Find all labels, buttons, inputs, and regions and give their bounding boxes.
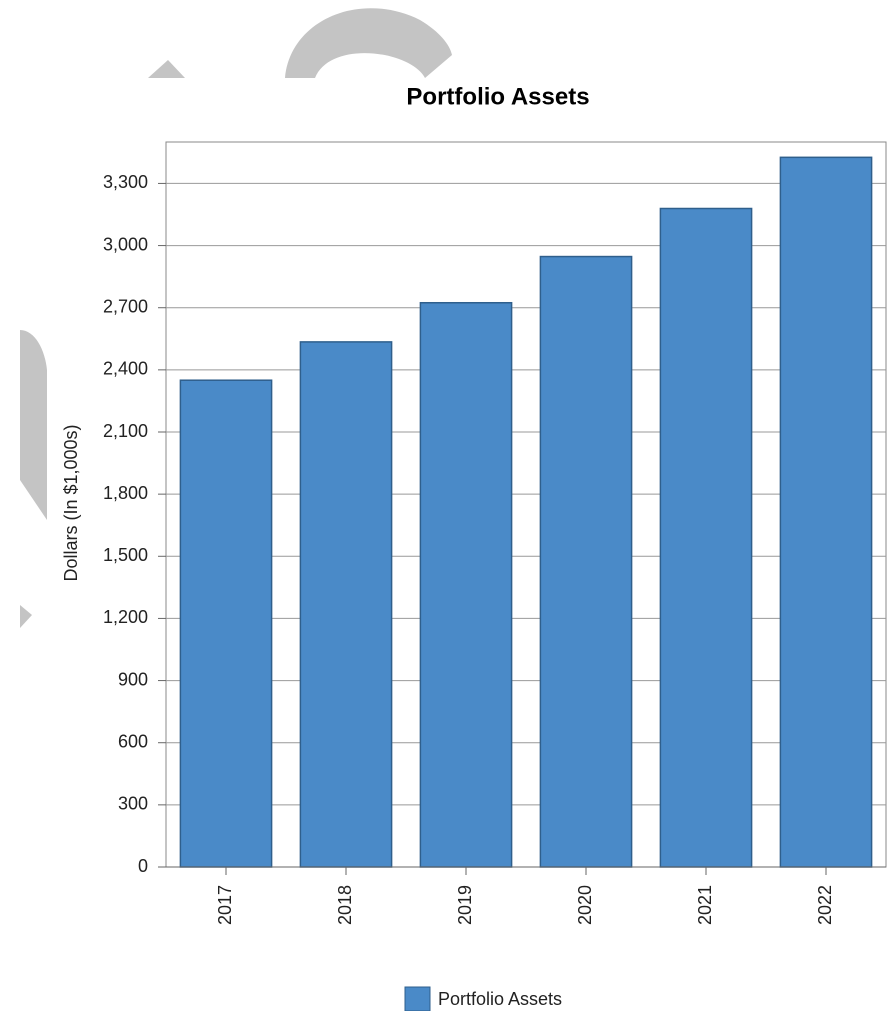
legend-swatch bbox=[404, 986, 431, 1011]
x-tick-label: 2020 bbox=[575, 885, 595, 925]
x-tick-label: 2017 bbox=[215, 885, 235, 925]
y-tick-label: 2,400 bbox=[103, 359, 148, 379]
y-tick-label: 1,800 bbox=[103, 483, 148, 503]
bar bbox=[419, 301, 513, 868]
bar bbox=[779, 156, 873, 868]
chart-title: Portfolio Assets bbox=[406, 83, 589, 110]
y-tick-label: 1,200 bbox=[103, 607, 148, 627]
background-decoration bbox=[20, 8, 452, 628]
bar bbox=[539, 255, 633, 868]
legend-label: Portfolio Assets bbox=[438, 989, 562, 1009]
y-tick-label: 3,300 bbox=[103, 172, 148, 192]
x-tick-label: 2019 bbox=[455, 885, 475, 925]
bar bbox=[299, 341, 393, 868]
y-tick-label: 3,000 bbox=[103, 234, 148, 254]
y-tick-label: 2,100 bbox=[103, 421, 148, 441]
y-tick-label: 2,700 bbox=[103, 296, 148, 316]
bar bbox=[659, 207, 753, 868]
x-tick-label: 2022 bbox=[815, 885, 835, 925]
y-tick-label: 900 bbox=[118, 669, 148, 689]
y-tick-label: 600 bbox=[118, 731, 148, 751]
bar bbox=[179, 379, 273, 868]
plot-frame bbox=[165, 141, 887, 868]
y-tick-label: 300 bbox=[118, 794, 148, 814]
y-tick-label: 1,500 bbox=[103, 545, 148, 565]
y-axis-label: Dollars (In $1,000s) bbox=[61, 424, 81, 581]
y-tick-label: 0 bbox=[138, 856, 148, 876]
x-tick-label: 2018 bbox=[335, 885, 355, 925]
x-tick-label: 2021 bbox=[695, 885, 715, 925]
